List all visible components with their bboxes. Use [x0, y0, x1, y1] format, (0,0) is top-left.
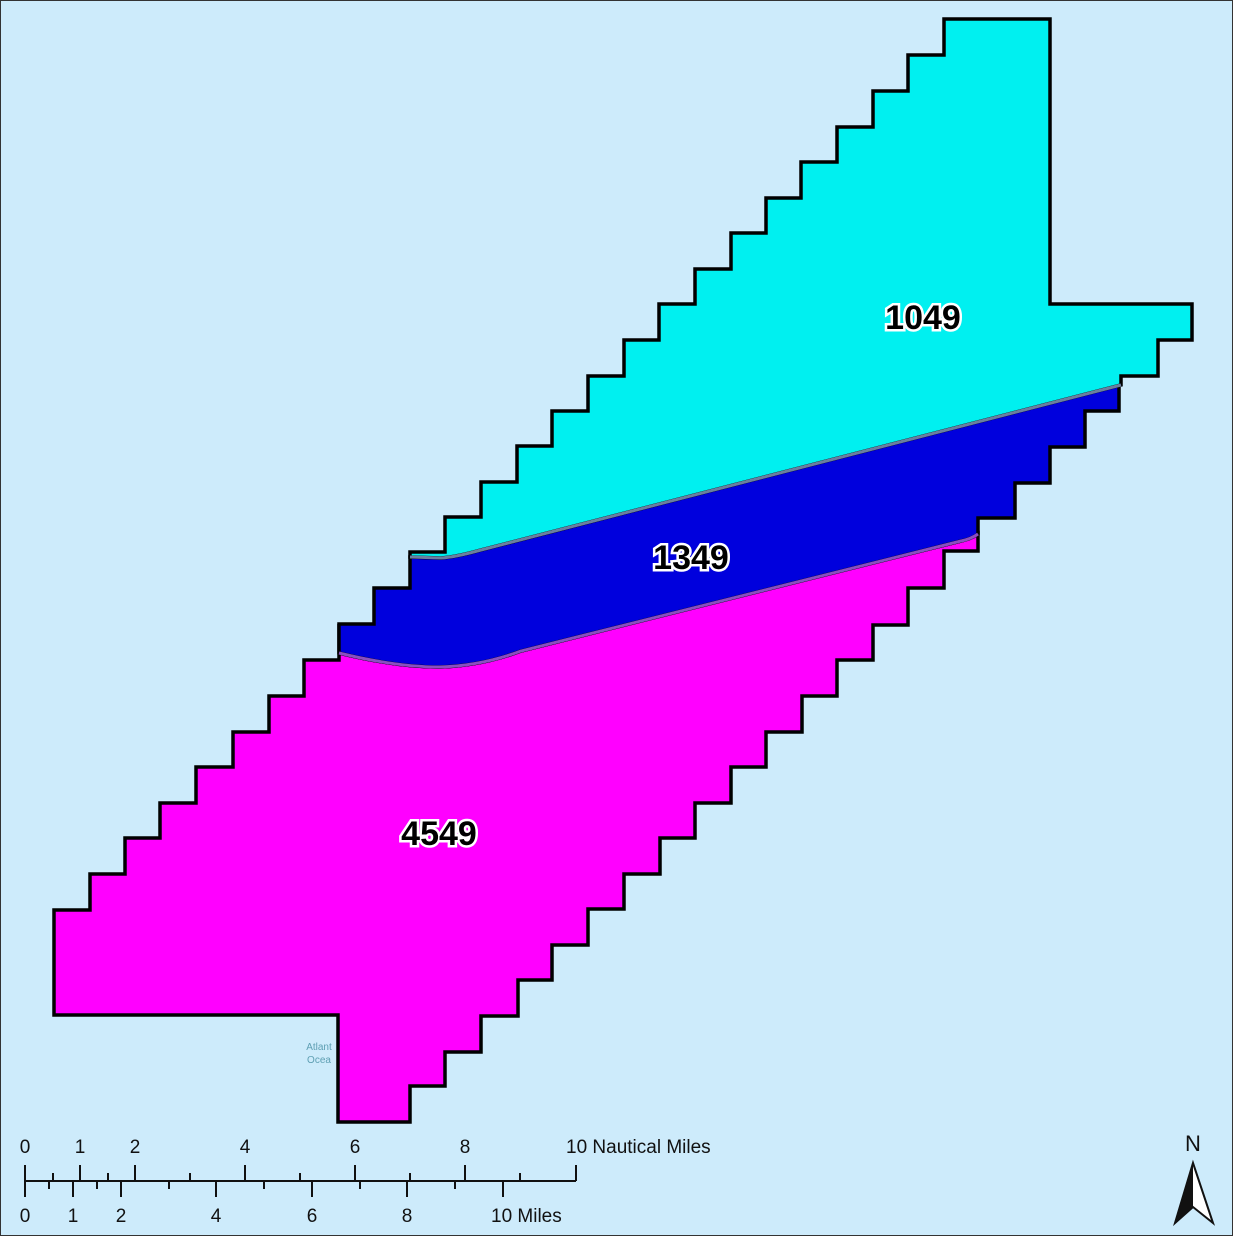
nautical-ticks — [24, 1165, 577, 1181]
zone-label-1049: 1049 — [885, 299, 961, 337]
statute-ticks — [24, 1181, 504, 1197]
nautical-tick-label: 8 — [460, 1137, 471, 1158]
nautical-tick-label: 0 — [20, 1137, 31, 1158]
nautical-tick-label: 1 — [75, 1137, 86, 1158]
statute-tick-label: 0 — [20, 1206, 31, 1227]
statute-tick-label: 4 — [211, 1206, 222, 1227]
nautical-unit-label: 10 Nautical Miles — [566, 1137, 711, 1158]
nautical-tick-label: 4 — [240, 1137, 251, 1158]
zone-label-1349: 1349 — [653, 539, 729, 577]
boundary-1349-4549 — [338, 532, 979, 669]
boundary-1049-1349 — [409, 383, 1122, 560]
north-letter: N — [1185, 1131, 1201, 1156]
north-arrow: N — [1173, 1131, 1216, 1227]
zone-label-4549: 4549 — [401, 815, 477, 853]
ocean-label-line2: Ocea — [307, 1055, 331, 1066]
statute-tick-label: 6 — [307, 1206, 318, 1227]
north-arrow-shade — [1175, 1163, 1193, 1223]
scale-bar: 0 1 2 4 6 8 10 Nautical Miles 0 1 2 4 6 … — [20, 1137, 711, 1227]
statute-tick-label: 8 — [402, 1206, 413, 1227]
ocean-label-line1: Atlant — [306, 1042, 332, 1053]
statute-unit-label: 10 Miles — [491, 1206, 562, 1227]
statute-tick-label: 1 — [68, 1206, 79, 1227]
statute-tick-label: 2 — [116, 1206, 127, 1227]
nautical-tick-label: 6 — [350, 1137, 361, 1158]
nautical-tick-label: 2 — [130, 1137, 141, 1158]
